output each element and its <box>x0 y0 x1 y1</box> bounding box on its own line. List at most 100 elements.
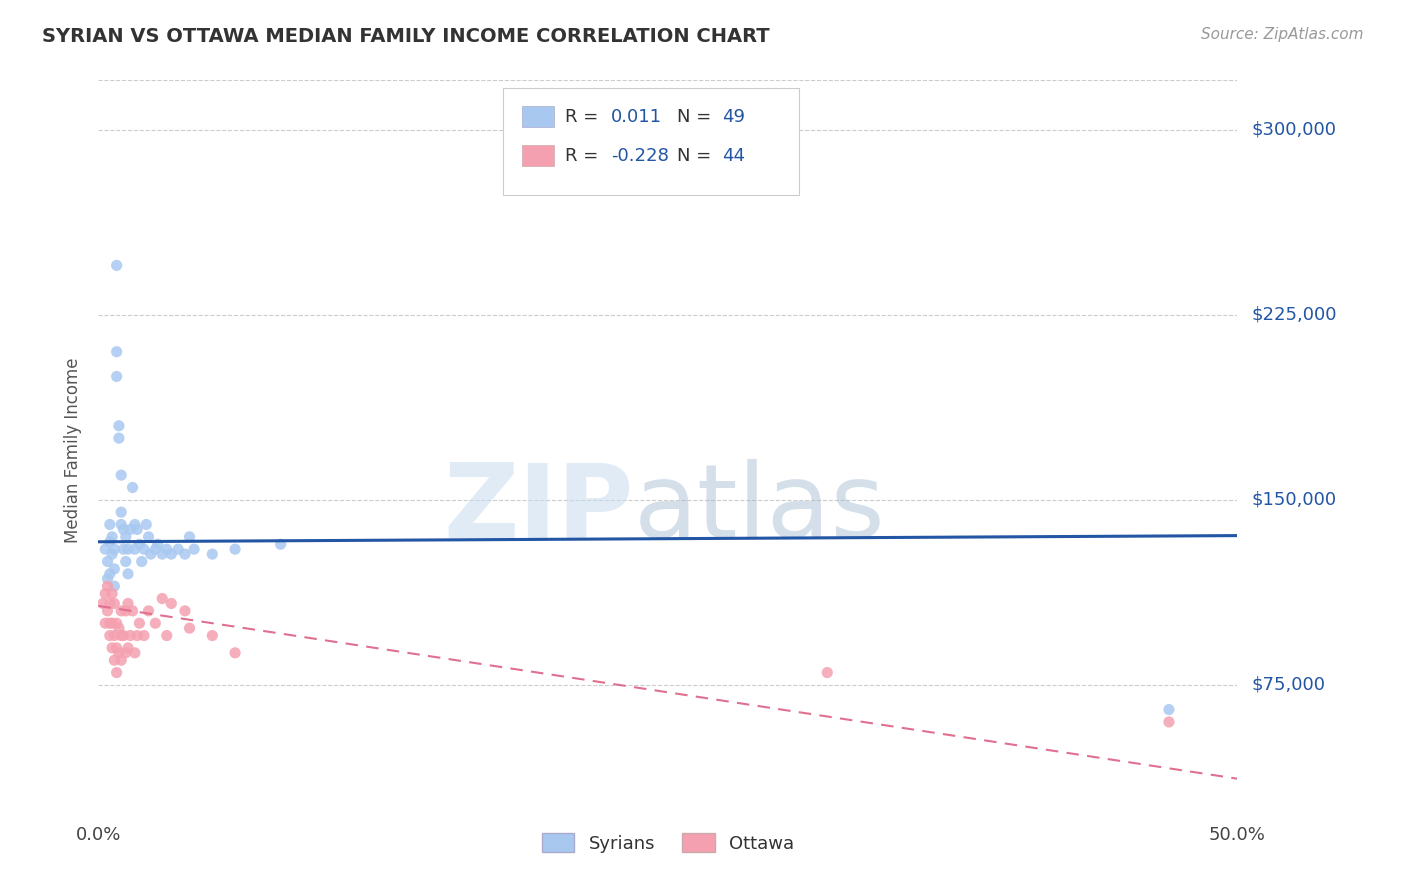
Point <box>815 665 838 680</box>
Point <box>174 547 197 561</box>
Point <box>150 547 173 561</box>
Text: N =: N = <box>676 147 717 165</box>
Point <box>110 468 132 483</box>
Point <box>160 597 183 611</box>
Text: R =: R = <box>565 108 605 126</box>
Point <box>108 431 131 445</box>
Point <box>124 517 146 532</box>
Point <box>145 616 167 631</box>
Text: N =: N = <box>676 108 717 126</box>
Point <box>103 653 125 667</box>
Point <box>224 542 246 557</box>
Point <box>114 646 136 660</box>
Point <box>98 534 121 549</box>
Point <box>1157 714 1180 729</box>
Point <box>139 547 162 561</box>
Point <box>179 621 201 635</box>
Point <box>105 369 128 384</box>
Point <box>108 418 131 433</box>
Point <box>135 517 157 532</box>
Text: $150,000: $150,000 <box>1251 491 1336 508</box>
Point <box>98 616 121 631</box>
Point <box>117 640 139 655</box>
Point <box>98 517 121 532</box>
Point <box>120 628 142 642</box>
Point <box>103 562 125 576</box>
Point <box>114 554 136 569</box>
Point <box>110 628 132 642</box>
Point <box>1157 703 1180 717</box>
Text: $75,000: $75,000 <box>1251 676 1326 694</box>
Point <box>110 505 132 519</box>
Point <box>101 586 124 600</box>
Text: 44: 44 <box>723 147 745 165</box>
Text: Source: ZipAtlas.com: Source: ZipAtlas.com <box>1201 27 1364 42</box>
Bar <box>522 106 554 127</box>
Point <box>224 646 246 660</box>
Point <box>114 530 136 544</box>
Point <box>98 597 121 611</box>
Point <box>146 537 169 551</box>
Point <box>174 604 197 618</box>
Point <box>96 579 118 593</box>
Point <box>270 537 292 551</box>
Point <box>110 653 132 667</box>
Point <box>179 530 201 544</box>
Point <box>201 628 224 642</box>
Point <box>128 616 150 631</box>
Point <box>98 628 121 642</box>
Y-axis label: Median Family Income: Median Family Income <box>65 358 83 543</box>
Point <box>105 640 128 655</box>
Point <box>101 530 124 544</box>
Point <box>145 542 167 557</box>
Text: 0.011: 0.011 <box>610 108 662 126</box>
Point <box>132 628 155 642</box>
Text: SYRIAN VS OTTAWA MEDIAN FAMILY INCOME CORRELATION CHART: SYRIAN VS OTTAWA MEDIAN FAMILY INCOME CO… <box>42 27 770 45</box>
Point <box>105 616 128 631</box>
Point <box>103 542 125 557</box>
Text: $300,000: $300,000 <box>1251 120 1336 138</box>
Point <box>114 604 136 618</box>
Point <box>108 621 131 635</box>
Point <box>117 597 139 611</box>
Point <box>156 542 179 557</box>
Point <box>108 646 131 660</box>
Point <box>121 480 143 494</box>
Point <box>96 604 118 618</box>
Point <box>201 547 224 561</box>
Point <box>156 628 179 642</box>
Point <box>167 542 190 557</box>
Text: 49: 49 <box>723 108 745 126</box>
Text: atlas: atlas <box>634 459 886 560</box>
Point <box>150 591 173 606</box>
Point <box>105 665 128 680</box>
Point <box>96 572 118 586</box>
Point <box>112 542 135 557</box>
Point <box>131 554 153 569</box>
Point <box>183 542 205 557</box>
Legend: Syrians, Ottawa: Syrians, Ottawa <box>534 826 801 860</box>
Point <box>98 566 121 581</box>
Point <box>120 523 142 537</box>
Point <box>101 547 124 561</box>
Point <box>110 517 132 532</box>
Point <box>101 616 124 631</box>
Point <box>112 523 135 537</box>
Point <box>103 579 125 593</box>
Text: R =: R = <box>565 147 605 165</box>
Point <box>117 566 139 581</box>
Point <box>103 628 125 642</box>
Point <box>94 616 117 631</box>
Point <box>127 628 149 642</box>
Point <box>110 604 132 618</box>
Point <box>160 547 183 561</box>
FancyBboxPatch shape <box>503 87 799 195</box>
Bar <box>522 145 554 166</box>
Point <box>127 523 149 537</box>
Text: ZIP: ZIP <box>443 459 634 560</box>
Point <box>117 542 139 557</box>
Point <box>128 537 150 551</box>
Point <box>94 542 117 557</box>
Point <box>138 530 160 544</box>
Point <box>101 640 124 655</box>
